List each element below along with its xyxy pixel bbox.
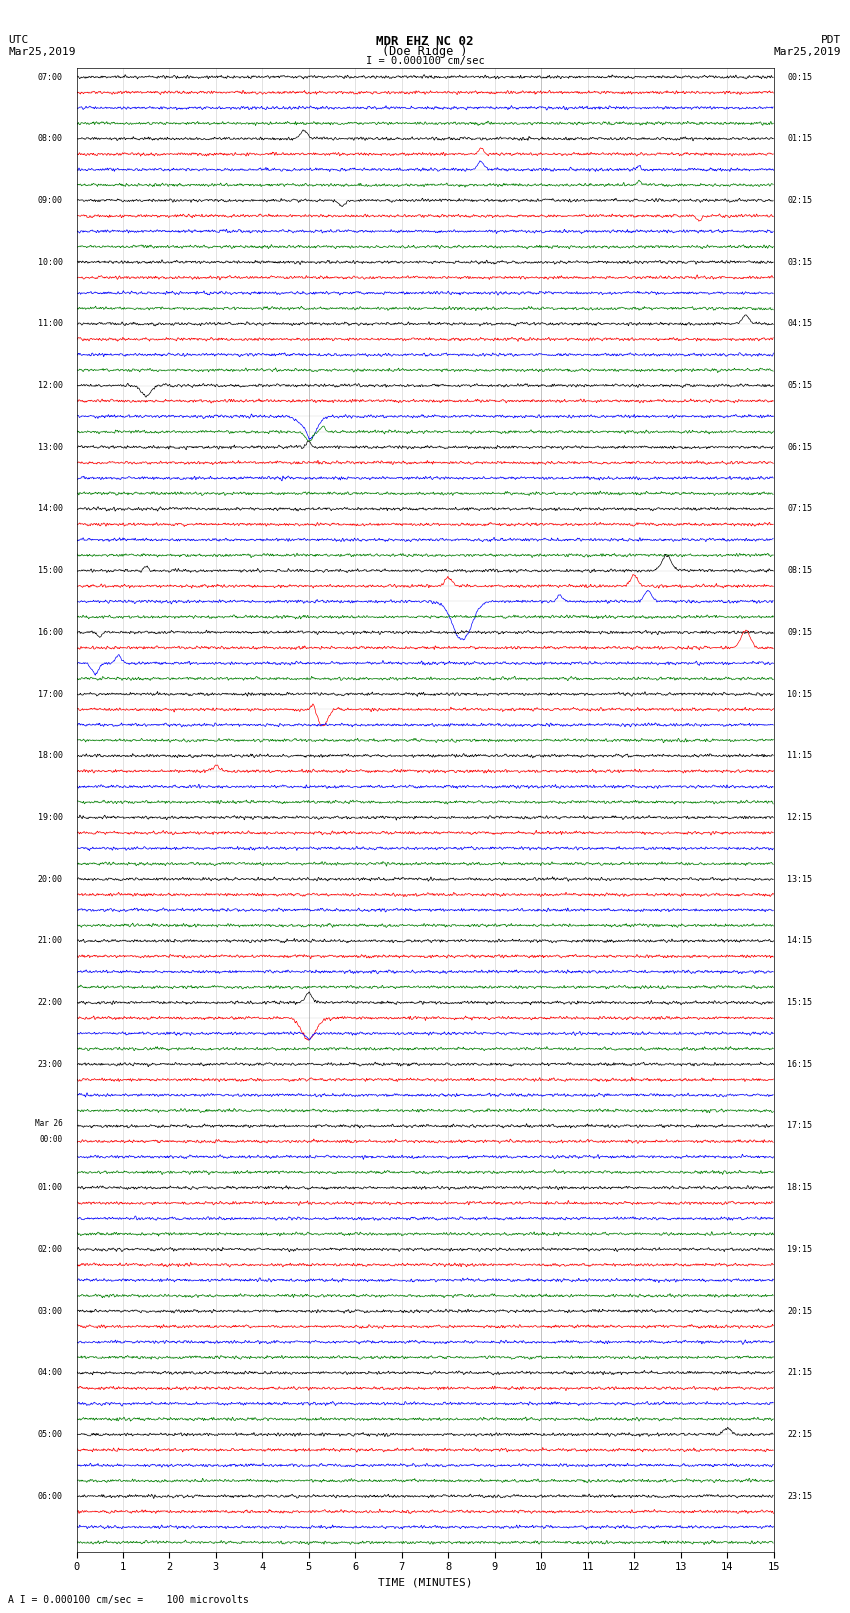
Text: Mar 26: Mar 26: [35, 1119, 63, 1127]
Text: 00:15: 00:15: [787, 73, 813, 82]
Text: 18:00: 18:00: [37, 752, 63, 760]
Text: MDR EHZ NC 02: MDR EHZ NC 02: [377, 35, 473, 48]
Text: 00:00: 00:00: [39, 1134, 63, 1144]
Text: 14:00: 14:00: [37, 505, 63, 513]
Text: 19:15: 19:15: [787, 1245, 813, 1253]
Text: 20:00: 20:00: [37, 874, 63, 884]
Text: 22:15: 22:15: [787, 1431, 813, 1439]
Text: 02:15: 02:15: [787, 195, 813, 205]
Text: 15:00: 15:00: [37, 566, 63, 576]
Text: I = 0.000100 cm/sec: I = 0.000100 cm/sec: [366, 56, 484, 66]
Text: 01:15: 01:15: [787, 134, 813, 144]
Text: 14:15: 14:15: [787, 936, 813, 945]
Text: 17:00: 17:00: [37, 689, 63, 698]
Text: 02:00: 02:00: [37, 1245, 63, 1253]
Text: 07:00: 07:00: [37, 73, 63, 82]
Text: 03:15: 03:15: [787, 258, 813, 266]
Text: 13:00: 13:00: [37, 442, 63, 452]
Text: 17:15: 17:15: [787, 1121, 813, 1131]
Text: 13:15: 13:15: [787, 874, 813, 884]
Text: 21:15: 21:15: [787, 1368, 813, 1378]
Text: 08:15: 08:15: [787, 566, 813, 576]
Text: 01:00: 01:00: [37, 1184, 63, 1192]
Text: Mar25,2019: Mar25,2019: [8, 47, 76, 56]
Text: 05:15: 05:15: [787, 381, 813, 390]
Text: PDT: PDT: [821, 35, 842, 45]
Text: UTC: UTC: [8, 35, 29, 45]
Text: 23:00: 23:00: [37, 1060, 63, 1069]
Text: 22:00: 22:00: [37, 998, 63, 1007]
Text: 18:15: 18:15: [787, 1184, 813, 1192]
Text: 10:15: 10:15: [787, 689, 813, 698]
Text: 10:00: 10:00: [37, 258, 63, 266]
Text: 12:15: 12:15: [787, 813, 813, 823]
Text: 16:00: 16:00: [37, 627, 63, 637]
Text: 23:15: 23:15: [787, 1492, 813, 1500]
Text: 06:00: 06:00: [37, 1492, 63, 1500]
Text: 15:15: 15:15: [787, 998, 813, 1007]
Text: 20:15: 20:15: [787, 1307, 813, 1316]
Text: 12:00: 12:00: [37, 381, 63, 390]
Text: Mar25,2019: Mar25,2019: [774, 47, 842, 56]
Text: 11:15: 11:15: [787, 752, 813, 760]
Text: 03:00: 03:00: [37, 1307, 63, 1316]
Text: 09:00: 09:00: [37, 195, 63, 205]
Text: 16:15: 16:15: [787, 1060, 813, 1069]
Text: 19:00: 19:00: [37, 813, 63, 823]
Text: 08:00: 08:00: [37, 134, 63, 144]
X-axis label: TIME (MINUTES): TIME (MINUTES): [377, 1578, 473, 1587]
Text: A I = 0.000100 cm/sec =    100 microvolts: A I = 0.000100 cm/sec = 100 microvolts: [8, 1595, 249, 1605]
Text: 05:00: 05:00: [37, 1431, 63, 1439]
Text: 11:00: 11:00: [37, 319, 63, 329]
Text: (Doe Ridge ): (Doe Ridge ): [382, 45, 468, 58]
Text: 07:15: 07:15: [787, 505, 813, 513]
Text: 21:00: 21:00: [37, 936, 63, 945]
Text: 06:15: 06:15: [787, 442, 813, 452]
Text: 04:15: 04:15: [787, 319, 813, 329]
Text: 09:15: 09:15: [787, 627, 813, 637]
Text: 04:00: 04:00: [37, 1368, 63, 1378]
